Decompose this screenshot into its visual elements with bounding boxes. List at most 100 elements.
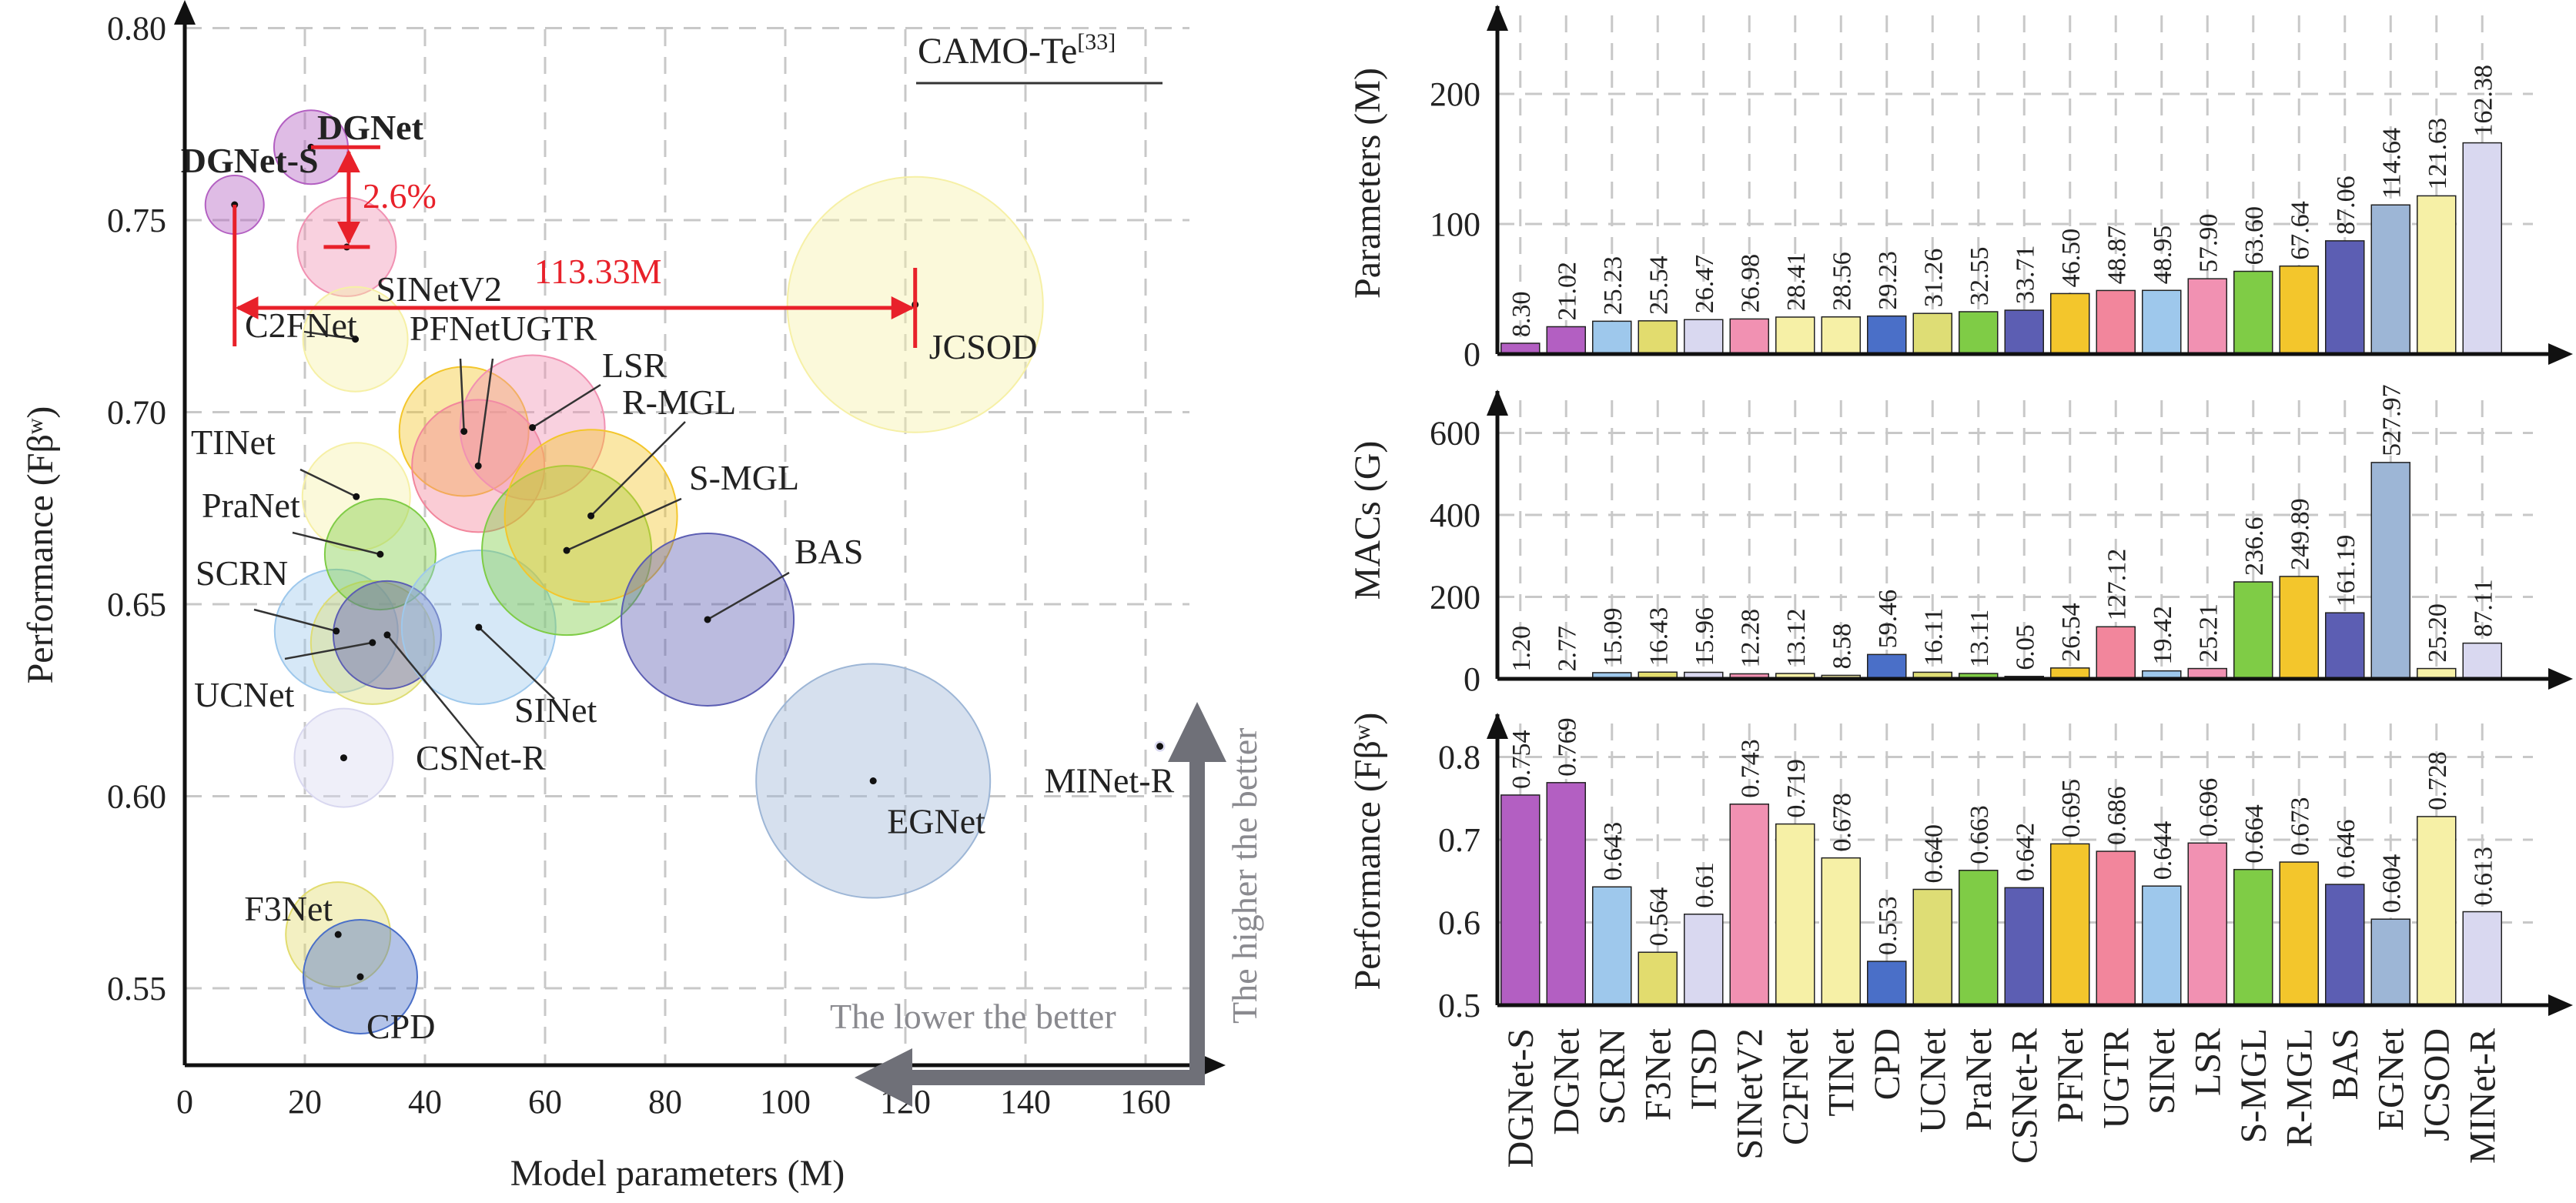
bar-2-c2fnet xyxy=(1775,823,1815,1006)
bar-value-0-sinetv2: 26.98 xyxy=(1736,254,1765,313)
bar-value-1-minet-r: 87.11 xyxy=(2469,579,2497,637)
bar-y-tick-2-0-6: 0.6 xyxy=(1438,904,1480,942)
x-tick-60: 60 xyxy=(528,1083,562,1121)
bar-0-sinetv2 xyxy=(1729,318,1769,355)
leader-r-mgl xyxy=(590,421,686,517)
bar-2-bas xyxy=(2325,884,2365,1006)
label-ucnet: UCNet xyxy=(194,675,295,714)
bar-value-1-jcsod: 25.20 xyxy=(2424,603,2452,663)
bar-value-1-bas: 161.19 xyxy=(2332,535,2360,607)
bar-y-tick-2-0-8: 0.8 xyxy=(1438,739,1480,777)
bar-2-r-mgl xyxy=(2279,861,2319,1006)
point-sinet xyxy=(475,623,483,631)
category-pfnet: PFNet xyxy=(2050,1028,2091,1122)
point-ugtr xyxy=(474,462,482,470)
bar-value-2-s-mgl: 0.664 xyxy=(2240,804,2269,864)
bar-2-csnet-r xyxy=(2004,887,2044,1006)
category-tinet: TINet xyxy=(1821,1028,1862,1116)
bar-value-0-sinet: 48.95 xyxy=(2149,226,2177,285)
category-r-mgl: R-MGL xyxy=(2279,1028,2320,1148)
bar-value-labels: 8.30 21.02 25.23 25.54 26.47 26.98 28.41 28.56 2… xyxy=(1507,65,2498,955)
point-csnet-r xyxy=(383,631,391,639)
bar-value-1-c2fnet: 13.12 xyxy=(1782,609,1811,668)
bar-value-0-jcsod: 121.63 xyxy=(2424,118,2452,190)
bar-0-r-mgl xyxy=(2279,265,2319,355)
bar-1-s-mgl xyxy=(2233,581,2273,680)
bar-value-0-dgnet: 21.02 xyxy=(1553,262,1581,321)
bar-2-f3net xyxy=(1638,951,1678,1006)
bar-tick-labels: 0 100 200 0 200 400 600 0.5 0.6 0.7 0.8 xyxy=(1430,75,1480,1024)
bar-y-tick-1-0: 0 xyxy=(1464,660,1480,698)
label-csnet-r: CSNet-R xyxy=(416,738,546,777)
y-tick-0-75: 0.75 xyxy=(107,202,166,239)
bar-value-1-s-mgl: 236.6 xyxy=(2240,517,2269,576)
bar-value-0-minet-r: 162.38 xyxy=(2469,65,2497,137)
bar-value-1-egnet: 527.97 xyxy=(2377,384,2406,456)
bar-category-labels: DGNet-S DGNet SCRN F3Net ITSD SINetV2 C2FNet TI… xyxy=(1500,1028,2504,1168)
point-pfnet xyxy=(460,427,468,435)
category-dgnet-s: DGNet-S xyxy=(1500,1028,1541,1168)
bar-0-scrn xyxy=(1592,320,1632,355)
bar-value-2-pfnet: 0.695 xyxy=(2057,779,2086,838)
x-tick-160: 160 xyxy=(1120,1083,1171,1121)
category-pranet: PraNet xyxy=(1959,1028,1999,1131)
bar-value-0-s-mgl: 63.60 xyxy=(2240,206,2269,266)
y-tick-0-65: 0.65 xyxy=(107,586,166,623)
bar-y-arrow-icon-1 xyxy=(1487,389,1508,416)
bar-value-2-r-mgl: 0.673 xyxy=(2286,797,2314,857)
scatter-x-arrow-icon xyxy=(1201,1054,1226,1076)
bar-value-0-r-mgl: 67.64 xyxy=(2286,201,2314,260)
dataset-name: CAMO-Te[33] xyxy=(918,29,1116,72)
perf-gap-annotation: 2.6% xyxy=(310,145,437,249)
bar-value-2-sinetv2: 0.743 xyxy=(1736,739,1765,798)
bar-y-tick-0-100: 100 xyxy=(1430,206,1480,243)
bar-marks xyxy=(1500,142,2502,1006)
bar-value-2-dgnet: 0.769 xyxy=(1553,717,1581,777)
bar-0-pranet xyxy=(1959,311,1999,355)
bar-2-scrn xyxy=(1592,886,1632,1006)
bar-value-1-ucnet: 16.11 xyxy=(1919,608,1948,666)
x-tick-80: 80 xyxy=(648,1083,682,1121)
bar-2-lsr xyxy=(2187,842,2227,1006)
point-lsr xyxy=(529,423,537,431)
bar-0-f3net xyxy=(1638,320,1678,355)
bar-0-c2fnet xyxy=(1775,316,1815,355)
bar-1-cpd xyxy=(1867,653,1907,680)
label-lsr: LSR xyxy=(602,346,667,385)
bar-0-lsr xyxy=(2187,278,2227,355)
bar-2-s-mgl xyxy=(2233,868,2273,1006)
bar-value-0-bas: 87.06 xyxy=(2332,175,2360,235)
x-tick-140: 140 xyxy=(1000,1083,1051,1121)
bar-0-minet-r xyxy=(2462,142,2502,355)
params-axis-title: Parameters (M) xyxy=(1347,68,1388,299)
bar-value-2-ucnet: 0.640 xyxy=(1919,824,1948,884)
leader-ugtr xyxy=(477,358,494,466)
bar-y-tick-0-200: 200 xyxy=(1430,75,1480,113)
bar-0-jcsod xyxy=(2417,195,2457,355)
bar-value-1-csnet-r: 6.05 xyxy=(2011,624,2039,670)
x-tick-40: 40 xyxy=(408,1083,442,1121)
bar-value-0-dgnet-s: 8.30 xyxy=(1507,291,1536,337)
leader-ucnet xyxy=(284,641,373,660)
bar-value-0-c2fnet: 28.41 xyxy=(1782,252,1811,311)
category-ucnet: UCNet xyxy=(1912,1028,1953,1133)
label-r-mgl: R-MGL xyxy=(622,383,736,422)
bar-2-ucnet xyxy=(1912,888,1952,1006)
bar-y-arrow-icon-2 xyxy=(1487,713,1508,739)
label-pfnet: PFNet xyxy=(410,309,500,348)
category-egnet: EGNet xyxy=(2370,1028,2411,1131)
bar-2-minet-r xyxy=(2462,911,2502,1006)
bar-value-2-bas: 0.646 xyxy=(2332,820,2360,879)
bar-value-1-r-mgl: 249.89 xyxy=(2286,498,2314,570)
bar-2-egnet xyxy=(2370,918,2410,1006)
category-scrn: SCRN xyxy=(1592,1028,1633,1124)
bar-2-dgnet xyxy=(1546,782,1586,1006)
bar-2-cpd xyxy=(1867,961,1907,1006)
bar-x-arrow-icon-2 xyxy=(2548,994,2573,1016)
category-csnet-r: CSNet-R xyxy=(2004,1028,2045,1164)
bar-2-itsd xyxy=(1684,914,1724,1006)
scatter-leader-lines xyxy=(253,330,790,750)
bar-value-0-pfnet: 46.50 xyxy=(2057,229,2086,288)
scatter-y-arrow-icon xyxy=(174,0,196,25)
